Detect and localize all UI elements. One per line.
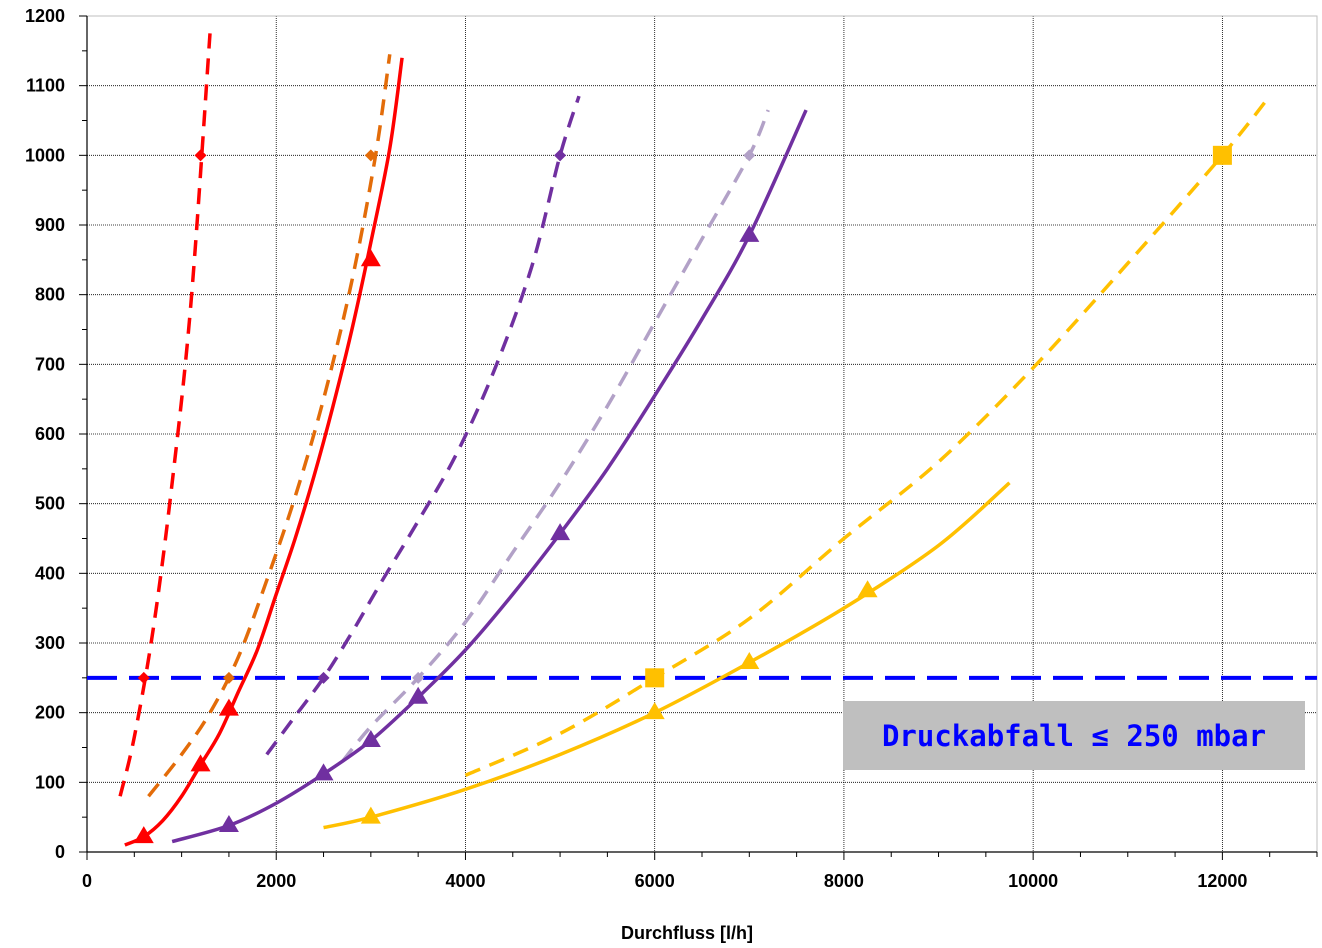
series-2 (147, 54, 392, 798)
data-point (313, 763, 334, 781)
data-point (644, 702, 665, 720)
x-tick-label: 4000 (445, 871, 485, 891)
data-point (743, 149, 756, 162)
y-tick-label: 300 (35, 633, 65, 653)
data-point (408, 686, 429, 704)
data-point (218, 698, 239, 716)
x-tick-label: 0 (82, 871, 92, 891)
data-point (857, 580, 878, 598)
data-point (190, 754, 211, 772)
series-line (118, 33, 212, 797)
series-group (118, 33, 1272, 847)
data-point (137, 671, 150, 684)
y-tick-label: 600 (35, 424, 65, 444)
data-point (739, 651, 760, 669)
series-line (464, 95, 1272, 777)
series-line (124, 57, 404, 847)
annotation-text: Druckabfall ≤ 250 mbar (881, 718, 1267, 753)
series-line (341, 109, 770, 763)
x-axis-title: Durchfluss [l/h] (621, 923, 753, 943)
y-tick-label: 400 (35, 563, 65, 583)
data-point (360, 249, 381, 267)
data-point (194, 149, 207, 162)
data-point (360, 806, 381, 824)
y-tick-label: 700 (35, 354, 65, 374)
series-5 (171, 109, 808, 844)
x-tick-label: 8000 (824, 871, 864, 891)
annotation-box: Druckabfall ≤ 250 mbar (843, 701, 1305, 770)
data-point (317, 671, 330, 684)
series-line (323, 481, 1011, 830)
y-tick-label: 1000 (25, 145, 65, 165)
data-point (360, 729, 381, 747)
data-point (364, 149, 377, 162)
data-point (1212, 145, 1232, 165)
x-tick-label: 2000 (256, 871, 296, 891)
series-1 (124, 57, 404, 847)
series-line (147, 54, 392, 798)
y-tick-label: 100 (35, 772, 65, 792)
axes (79, 15, 1318, 860)
series-7 (323, 481, 1011, 830)
data-point (554, 149, 567, 162)
y-tick-label: 200 (35, 703, 65, 723)
series-4 (341, 109, 770, 763)
y-tick-label: 900 (35, 215, 65, 235)
y-tick-label: 1100 (26, 76, 65, 96)
data-point (222, 671, 235, 684)
x-tick-label: 12000 (1197, 871, 1247, 891)
data-point (412, 671, 425, 684)
x-tick-label: 6000 (635, 871, 675, 891)
series-3 (265, 95, 581, 756)
series-line (171, 109, 808, 844)
y-tick-label: 1200 (25, 6, 65, 26)
data-point (645, 668, 665, 688)
y-tick-label: 0 (55, 842, 65, 862)
data-point (739, 224, 760, 242)
y-tick-label: 800 (35, 285, 65, 305)
x-tick-label: 10000 (1008, 871, 1058, 891)
tick-labels: 0 100 200 300 400 500 600 700 800 900 1000 1100 1200… (25, 6, 1247, 891)
y-tick-label: 500 (35, 494, 65, 514)
series-line (265, 95, 581, 756)
series-0 (118, 33, 212, 797)
series-6 (464, 95, 1272, 777)
data-point (550, 523, 571, 541)
data-point (218, 814, 239, 832)
data-point (133, 826, 154, 844)
